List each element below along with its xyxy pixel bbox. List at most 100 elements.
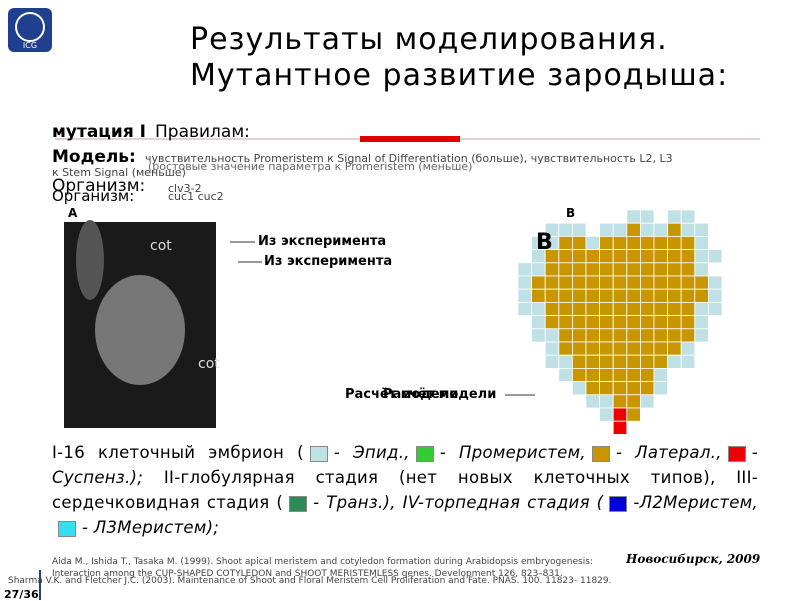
cell bbox=[558, 354, 573, 369]
micrograph-cot bbox=[76, 220, 104, 300]
cell bbox=[653, 367, 669, 382]
cell bbox=[640, 394, 655, 409]
cell bbox=[572, 222, 587, 237]
cell bbox=[640, 262, 655, 277]
cell bbox=[544, 354, 560, 369]
swatch bbox=[591, 445, 610, 462]
red-bar bbox=[360, 136, 460, 142]
cell bbox=[572, 288, 587, 303]
cell bbox=[558, 328, 573, 343]
cell bbox=[585, 354, 601, 369]
swatch bbox=[58, 520, 76, 537]
cell bbox=[585, 249, 601, 264]
cell bbox=[626, 288, 641, 303]
cell bbox=[667, 328, 682, 343]
city: Новосибирск, 2009 bbox=[626, 552, 761, 566]
cell bbox=[694, 262, 709, 277]
cell bbox=[612, 301, 628, 316]
cell bbox=[640, 381, 655, 396]
model-text: чувствительность Promeristem к Signal of… bbox=[145, 152, 673, 165]
legend-paragraph: I-16 клеточный эмбрион (- Эпид., - Промер… bbox=[52, 440, 758, 540]
cell bbox=[653, 354, 669, 369]
cell bbox=[667, 354, 682, 369]
cell bbox=[599, 249, 614, 264]
cell bbox=[612, 367, 628, 382]
cell bbox=[640, 354, 655, 369]
cell bbox=[653, 315, 669, 330]
cell bbox=[572, 235, 587, 250]
cell bbox=[612, 249, 628, 264]
cell bbox=[640, 275, 655, 290]
cell bbox=[558, 235, 573, 250]
reference: Aida M., Ishida T., Tasaka M. (1999). Sh… bbox=[52, 557, 593, 579]
cell bbox=[653, 328, 669, 343]
cell bbox=[585, 341, 601, 356]
cell bbox=[680, 315, 696, 330]
cell bbox=[612, 341, 628, 356]
cell bbox=[544, 315, 560, 330]
cell bbox=[667, 301, 682, 316]
cell bbox=[544, 262, 560, 277]
cell bbox=[599, 275, 614, 290]
cell bbox=[544, 288, 560, 303]
cell bbox=[572, 354, 587, 369]
cell bbox=[640, 315, 655, 330]
cell bbox=[558, 249, 573, 264]
cell bbox=[708, 275, 723, 290]
cell bbox=[531, 262, 546, 277]
cell bbox=[544, 301, 560, 316]
cell bbox=[626, 341, 641, 356]
organism-label: Организм: bbox=[52, 176, 146, 196]
swatch bbox=[289, 495, 308, 512]
cell bbox=[680, 249, 696, 264]
model-label: Модель: bbox=[52, 147, 136, 167]
cell bbox=[653, 288, 669, 303]
cell bbox=[626, 235, 641, 250]
cell bbox=[531, 275, 546, 290]
cell bbox=[694, 328, 709, 343]
cell bbox=[653, 275, 669, 290]
cell bbox=[558, 367, 573, 382]
cell bbox=[653, 262, 669, 277]
model-overlap: (ростовые значение параметра к Promerist… bbox=[148, 160, 473, 173]
cell bbox=[517, 288, 533, 303]
title-line: Мутантное развитие зародыша: bbox=[190, 58, 729, 93]
cell bbox=[680, 222, 696, 237]
cell bbox=[531, 328, 546, 343]
cell bbox=[667, 288, 682, 303]
cell bbox=[558, 222, 573, 237]
cell bbox=[572, 341, 587, 356]
cell bbox=[572, 315, 587, 330]
panel-label: B bbox=[566, 206, 576, 220]
cell bbox=[708, 301, 723, 316]
cell bbox=[517, 301, 533, 316]
cell bbox=[640, 367, 655, 382]
cot-label: cot bbox=[150, 238, 172, 254]
cell bbox=[572, 328, 587, 343]
cell bbox=[599, 354, 614, 369]
cell bbox=[572, 249, 587, 264]
cell bbox=[599, 381, 614, 396]
cell bbox=[640, 301, 655, 316]
cell bbox=[680, 328, 696, 343]
cell bbox=[626, 407, 641, 422]
cell bbox=[599, 341, 614, 356]
mutation: мутация I bbox=[52, 122, 146, 142]
swatch bbox=[727, 445, 746, 462]
cell bbox=[585, 381, 601, 396]
cell bbox=[599, 288, 614, 303]
cell bbox=[599, 315, 614, 330]
cell bbox=[585, 301, 601, 316]
cell bbox=[667, 341, 682, 356]
cell bbox=[667, 262, 682, 277]
cell bbox=[640, 288, 655, 303]
text: - Латерал., bbox=[615, 443, 722, 462]
cell bbox=[708, 249, 723, 264]
cell bbox=[694, 222, 709, 237]
cell bbox=[572, 262, 587, 277]
cell bbox=[531, 288, 546, 303]
cell bbox=[531, 315, 546, 330]
reference: Sharma V.K. and Fletcher J.C. (2003). Ma… bbox=[8, 576, 612, 586]
cell bbox=[558, 275, 573, 290]
